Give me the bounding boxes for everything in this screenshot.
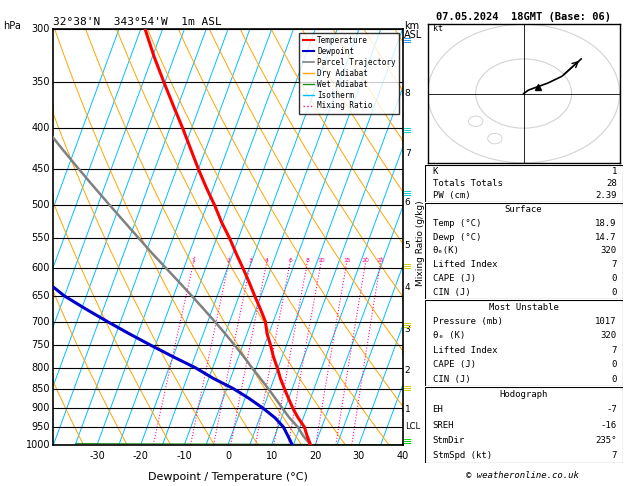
Text: 300: 300: [31, 24, 50, 34]
Text: hPa: hPa: [3, 21, 21, 31]
Text: Surface: Surface: [505, 205, 542, 214]
Text: Lifted Index: Lifted Index: [433, 260, 497, 269]
Text: 950: 950: [31, 422, 50, 432]
Text: 750: 750: [31, 340, 50, 350]
Text: 5: 5: [404, 242, 411, 250]
Text: 1: 1: [404, 404, 411, 414]
Text: 14.7: 14.7: [595, 232, 617, 242]
Text: 0: 0: [611, 288, 617, 296]
Text: 6: 6: [288, 258, 292, 262]
Text: SREH: SREH: [433, 420, 454, 430]
Text: Dewpoint / Temperature (°C): Dewpoint / Temperature (°C): [148, 472, 308, 482]
Text: Pressure (mb): Pressure (mb): [433, 317, 503, 326]
Text: kt: kt: [433, 24, 443, 33]
Text: ≡: ≡: [403, 190, 412, 199]
Text: PW (cm): PW (cm): [433, 191, 470, 200]
Text: ≡: ≡: [403, 321, 412, 330]
Text: 0: 0: [611, 360, 617, 369]
Text: 07.05.2024  18GMT (Base: 06): 07.05.2024 18GMT (Base: 06): [436, 12, 611, 22]
Text: 4: 4: [404, 283, 410, 292]
Text: 450: 450: [31, 164, 50, 174]
Text: Lifted Index: Lifted Index: [433, 346, 497, 355]
Text: Most Unstable: Most Unstable: [489, 303, 559, 312]
Text: 15: 15: [343, 258, 350, 262]
Text: 6: 6: [404, 198, 411, 207]
Text: CAPE (J): CAPE (J): [433, 274, 476, 283]
Text: 0: 0: [225, 451, 231, 461]
Text: -7: -7: [606, 405, 617, 415]
Text: 18.9: 18.9: [595, 219, 617, 228]
Text: 8: 8: [404, 89, 411, 99]
Text: ≡: ≡: [403, 437, 412, 447]
Text: CIN (J): CIN (J): [433, 375, 470, 383]
Text: 1000: 1000: [25, 440, 50, 450]
Text: ≡: ≡: [403, 126, 412, 136]
Text: ASL: ASL: [404, 31, 422, 40]
Text: -10: -10: [177, 451, 192, 461]
Text: -16: -16: [601, 420, 617, 430]
Text: 320: 320: [601, 246, 617, 255]
Text: K: K: [433, 167, 438, 176]
Text: 2.39: 2.39: [595, 191, 617, 200]
Text: Mixing Ratio (g/kg): Mixing Ratio (g/kg): [416, 200, 425, 286]
Text: 2: 2: [404, 366, 410, 375]
Text: θₑ (K): θₑ (K): [433, 331, 465, 340]
Text: StmSpd (kt): StmSpd (kt): [433, 451, 492, 460]
Text: -30: -30: [89, 451, 105, 461]
Text: 1017: 1017: [595, 317, 617, 326]
Text: 235°: 235°: [595, 435, 617, 445]
Text: ≡: ≡: [403, 262, 412, 272]
Text: 7: 7: [611, 346, 617, 355]
Text: 0: 0: [611, 274, 617, 283]
Text: 800: 800: [31, 363, 50, 373]
Text: 40: 40: [396, 451, 409, 461]
Text: 20: 20: [362, 258, 369, 262]
Text: θₑ(K): θₑ(K): [433, 246, 459, 255]
Text: 500: 500: [31, 200, 50, 210]
Text: Temp (°C): Temp (°C): [433, 219, 481, 228]
Text: 7: 7: [611, 260, 617, 269]
Text: ≡: ≡: [403, 384, 412, 394]
Text: 400: 400: [31, 123, 50, 134]
Text: 7: 7: [611, 451, 617, 460]
Text: LCL: LCL: [404, 422, 420, 432]
Text: EH: EH: [433, 405, 443, 415]
Text: 28: 28: [606, 179, 617, 188]
Text: 1: 1: [192, 258, 196, 262]
Text: -20: -20: [133, 451, 148, 461]
Text: 20: 20: [309, 451, 321, 461]
Text: 3: 3: [248, 258, 253, 262]
Text: 650: 650: [31, 291, 50, 301]
Text: 32°38'N  343°54'W  1m ASL: 32°38'N 343°54'W 1m ASL: [53, 17, 222, 27]
Text: CAPE (J): CAPE (J): [433, 360, 476, 369]
Text: 550: 550: [31, 233, 50, 243]
Text: 600: 600: [31, 263, 50, 274]
Text: 10: 10: [317, 258, 325, 262]
Text: 10: 10: [265, 451, 278, 461]
Text: 350: 350: [31, 77, 50, 87]
Text: Totals Totals: Totals Totals: [433, 179, 503, 188]
Text: 25: 25: [377, 258, 384, 262]
Text: km: km: [404, 21, 419, 31]
Text: StmDir: StmDir: [433, 435, 465, 445]
Text: 4: 4: [265, 258, 269, 262]
Text: 2: 2: [227, 258, 231, 262]
Text: 7: 7: [404, 149, 411, 158]
Text: CIN (J): CIN (J): [433, 288, 470, 296]
Text: 30: 30: [353, 451, 365, 461]
Text: 850: 850: [31, 383, 50, 394]
Text: 0: 0: [611, 375, 617, 383]
Text: ≡: ≡: [403, 36, 412, 46]
Legend: Temperature, Dewpoint, Parcel Trajectory, Dry Adiabat, Wet Adiabat, Isotherm, Mi: Temperature, Dewpoint, Parcel Trajectory…: [299, 33, 399, 114]
Text: © weatheronline.co.uk: © weatheronline.co.uk: [465, 470, 579, 480]
Text: 900: 900: [31, 403, 50, 413]
Text: 8: 8: [306, 258, 309, 262]
Text: 700: 700: [31, 316, 50, 327]
Text: 3: 3: [404, 325, 411, 334]
Text: 320: 320: [601, 331, 617, 340]
Text: 1: 1: [611, 167, 617, 176]
Text: Dewp (°C): Dewp (°C): [433, 232, 481, 242]
Text: Hodograph: Hodograph: [499, 390, 548, 399]
